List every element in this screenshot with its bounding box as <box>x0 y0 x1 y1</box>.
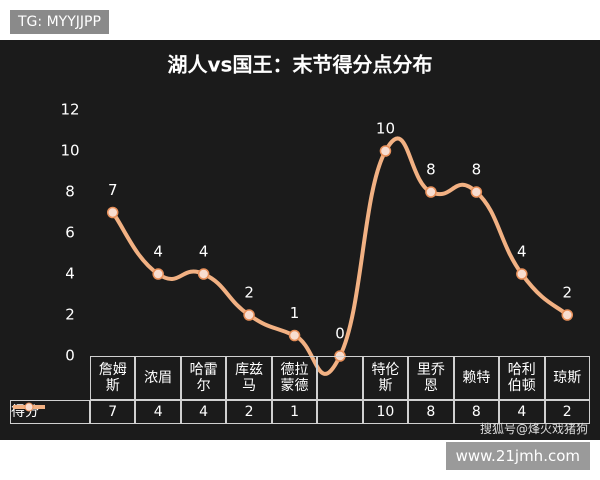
data-label: 4 <box>517 243 527 261</box>
y-tick-label: 2 <box>65 306 75 324</box>
value-cell <box>317 400 363 424</box>
data-label: 8 <box>426 161 436 179</box>
category-cell: 哈雷尔 <box>180 356 227 400</box>
data-label: 10 <box>376 120 395 138</box>
data-label: 2 <box>562 284 572 302</box>
cell-text: 8 <box>471 404 481 420</box>
chart-title: 湖人vs国王：末节得分点分布 <box>168 53 433 77</box>
cell-text: 德拉蒙德 <box>280 362 309 394</box>
data-label: 0 <box>335 325 345 343</box>
cell-text: 8 <box>426 404 436 420</box>
point <box>516 268 528 280</box>
cell-text: 库兹马 <box>235 362 264 394</box>
point <box>152 268 164 280</box>
cell-text: 10 <box>376 404 395 420</box>
category-cell: 德拉蒙德 <box>271 356 318 400</box>
watermark: www.21jmh.com <box>445 442 590 470</box>
cell-text: 4 <box>153 404 163 420</box>
data-label: 4 <box>199 243 209 261</box>
value-cell: 10 <box>362 400 409 424</box>
point <box>425 186 437 198</box>
category-cell: 詹姆斯 <box>90 356 136 400</box>
cell-text: 浓眉 <box>144 370 173 386</box>
data-label: 7 <box>108 181 118 199</box>
value-cell: 8 <box>408 400 454 424</box>
point <box>379 145 392 157</box>
y-tick-label: 10 <box>60 142 79 160</box>
cell-text: 2 <box>244 404 254 420</box>
y-tick-label: 4 <box>65 265 75 283</box>
watermark: 搜狐号@烽火戏猪狗 <box>479 422 588 436</box>
watermark: TG: MYYJJPP <box>10 10 109 34</box>
category-cell: 琼斯 <box>544 356 590 400</box>
point <box>470 186 483 198</box>
point <box>197 268 210 280</box>
value-cell: 4 <box>135 400 181 424</box>
category-cell: 特伦斯 <box>362 356 409 400</box>
cell-text: 哈利伯顿 <box>507 362 536 394</box>
cell-text: 4 <box>517 404 527 420</box>
data-label: 2 <box>244 284 254 302</box>
value-cell: 4 <box>499 400 545 424</box>
data-label: 8 <box>472 161 482 179</box>
y-tick-label: 8 <box>65 183 75 201</box>
point <box>561 309 574 321</box>
category-cell: 里乔恩 <box>408 356 454 400</box>
category-cell: 库兹马 <box>226 356 272 400</box>
cell-text: 特伦斯 <box>371 362 400 394</box>
legend-cell: 得分 <box>10 400 90 424</box>
value-cell: 7 <box>90 400 136 424</box>
value-cell: 2 <box>544 400 590 424</box>
value-cell: 8 <box>453 400 500 424</box>
cell-text: 2 <box>562 404 572 420</box>
cell-text: 琼斯 <box>553 370 582 386</box>
cell-text: 1 <box>290 404 299 420</box>
data-label: 4 <box>153 243 163 261</box>
point <box>243 309 255 321</box>
value-cell: 2 <box>226 400 272 424</box>
y-tick-label: 12 <box>60 101 79 119</box>
point <box>288 329 301 342</box>
legend-swatch <box>13 402 45 412</box>
y-tick-label: 0 <box>65 347 75 365</box>
cell-text: 赖特 <box>462 370 491 386</box>
category-cell: 赖特 <box>453 356 500 400</box>
value-cell: 1 <box>271 400 318 424</box>
data-label: 1 <box>290 304 300 322</box>
cell-text: 4 <box>199 404 209 420</box>
value-cell: 4 <box>180 400 227 424</box>
cell-text: 詹姆斯 <box>98 362 127 394</box>
cell-text: 哈雷尔 <box>189 362 218 394</box>
category-cell <box>317 356 363 400</box>
y-tick-label: 6 <box>65 224 75 242</box>
category-cell: 浓眉 <box>135 356 181 400</box>
cell-text: 7 <box>108 404 118 420</box>
cell-text: 里乔恩 <box>416 362 445 394</box>
point <box>106 206 119 219</box>
category-cell: 哈利伯顿 <box>499 356 545 400</box>
